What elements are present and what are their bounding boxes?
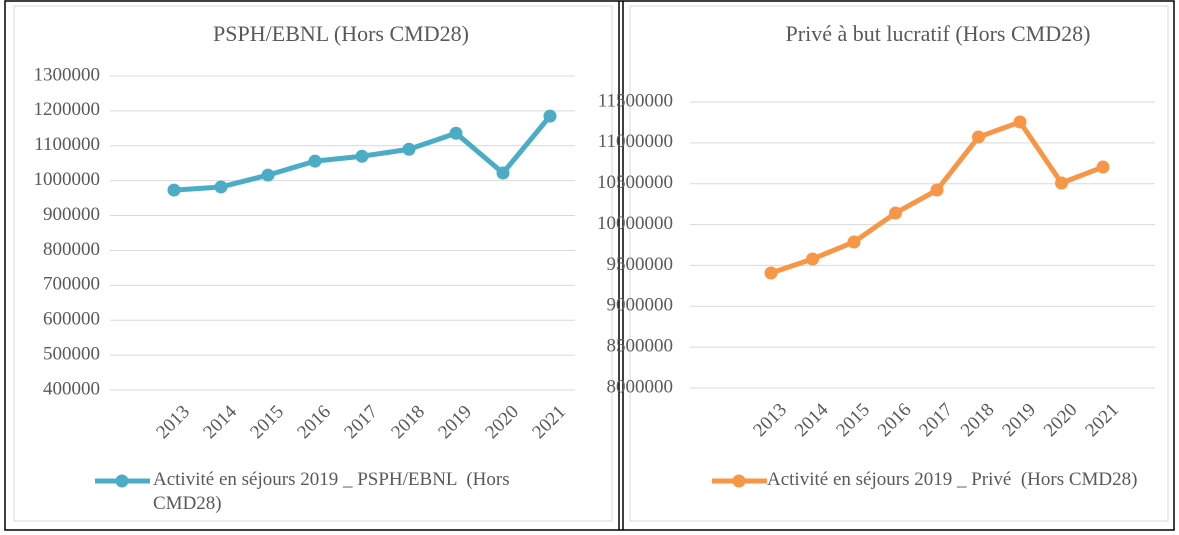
point — [930, 183, 944, 197]
y-tick-label: 11500000 — [598, 90, 673, 111]
point — [889, 206, 902, 220]
point — [167, 183, 181, 197]
x-tick-label: 2017 — [340, 401, 382, 443]
x-tick-label: 2020 — [481, 401, 523, 443]
point — [496, 166, 510, 180]
x-tick-label: 2015 — [246, 401, 288, 443]
x-tick-label: 2021 — [528, 401, 570, 443]
x-tick-label: 2018 — [957, 399, 999, 441]
x-tick-label: 2015 — [832, 399, 874, 441]
x-tick-label: 2020 — [1040, 399, 1082, 441]
point — [1055, 176, 1068, 190]
x-tick-label: 2013 — [749, 399, 791, 441]
chart-frame — [13, 5, 613, 522]
point — [1013, 115, 1027, 129]
point — [449, 126, 463, 140]
y-tick-label: 10000000 — [597, 213, 673, 234]
y-tick-label: 1100000 — [34, 134, 100, 155]
point — [764, 266, 778, 280]
y-tick-label: 1000000 — [34, 169, 101, 190]
y-tick-label: 600000 — [43, 309, 100, 330]
point — [847, 235, 861, 249]
legend-label: Activité en séjours 2019 _ PSPH/EBNL (Ho… — [153, 469, 515, 514]
x-tick-label: 2018 — [387, 401, 429, 443]
chart-frame — [629, 5, 1169, 522]
legend-marker — [732, 474, 746, 488]
x-tick-label: 2014 — [791, 399, 833, 441]
point — [402, 142, 416, 156]
x-tick-label: 2013 — [152, 401, 194, 443]
point — [355, 149, 369, 163]
y-tick-label: 9000000 — [607, 295, 674, 316]
y-tick-label: 400000 — [43, 378, 100, 399]
y-tick-label: 9500000 — [607, 254, 674, 275]
y-tick-label: 8000000 — [607, 376, 674, 397]
x-tick-label: 2019 — [998, 399, 1040, 441]
point — [543, 109, 557, 123]
y-tick-label: 500000 — [43, 343, 100, 364]
y-tick-label: 10500000 — [597, 172, 673, 193]
point — [972, 130, 985, 144]
x-tick-label: 2016 — [874, 399, 916, 441]
point — [308, 154, 322, 168]
point — [214, 180, 228, 194]
chart-title: Privé à but lucratif (Hors CMD28) — [786, 21, 1091, 46]
y-tick-label: 900000 — [43, 204, 100, 225]
x-tick-label: 2021 — [1081, 399, 1123, 441]
x-tick-label: 2016 — [293, 401, 335, 443]
point — [806, 252, 819, 266]
point — [1096, 160, 1110, 174]
x-tick-label: 2017 — [915, 399, 957, 441]
x-tick-label: 2014 — [199, 401, 241, 443]
y-tick-label: 700000 — [43, 274, 100, 295]
point — [261, 168, 275, 182]
y-tick-label: 8500000 — [607, 336, 674, 357]
legend-label: Activité en séjours 2019 _ Privé (Hors C… — [767, 469, 1138, 490]
x-tick-label: 2019 — [434, 401, 476, 443]
y-tick-label: 11000000 — [598, 131, 673, 152]
y-tick-label: 1200000 — [34, 99, 101, 120]
outer-border — [4, 0, 1175, 531]
chart-title: PSPH/EBNL (Hors CMD28) — [213, 21, 469, 46]
y-tick-label: 800000 — [43, 239, 100, 260]
legend-marker — [115, 474, 129, 488]
line — [770, 119, 1104, 276]
y-tick-label: 1300000 — [34, 64, 101, 85]
